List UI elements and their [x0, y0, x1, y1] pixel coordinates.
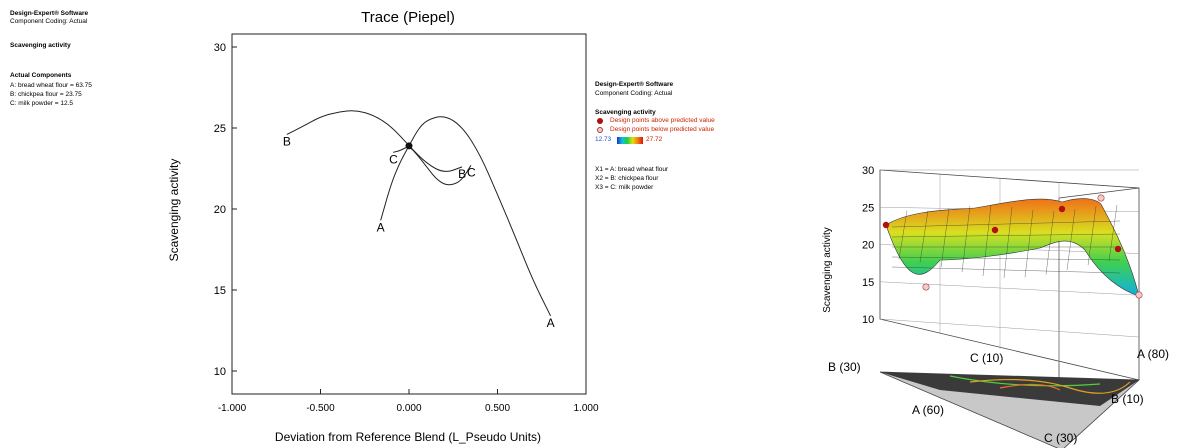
- mesh-line: [891, 256, 1121, 261]
- surface-plot: 10 15 20 25 30 Scavenging activity A (80) B …: [822, 165, 1169, 448]
- contour-line: [999, 383, 1061, 391]
- z-axis-label: Scavenging activity: [822, 227, 833, 313]
- mesh-line: [898, 210, 908, 260]
- scale-max: 27.72: [646, 136, 663, 143]
- x-axis-label: Deviation from Reference Blend (L_Pseudo…: [275, 430, 541, 444]
- component-b: B: chickpea flour = 23.75: [10, 91, 82, 98]
- mesh-line: [961, 205, 971, 273]
- trace-label-a: A: [547, 316, 555, 330]
- z-tick-label: 15: [862, 277, 874, 289]
- legend-software-title: Design-Expert® Software: [595, 81, 674, 88]
- contour-line: [969, 378, 1131, 394]
- z-tick-label: 25: [862, 202, 874, 214]
- mesh-line: [1087, 206, 1097, 266]
- design-point-below: [1135, 291, 1143, 299]
- legend-coding-label: Component Coding: Actual: [595, 90, 673, 97]
- design-point-above: [991, 226, 999, 234]
- corner-label-c10: C (10): [970, 351, 1003, 365]
- back-edge: [1058, 187, 1140, 199]
- mesh-line: [1045, 210, 1055, 275]
- trace-label-a: A: [377, 220, 385, 234]
- coding-label: Component Coding: Actual: [10, 18, 88, 25]
- design-point-above: [882, 221, 890, 229]
- y-tick-label: 25: [214, 123, 226, 135]
- x2-definition: X2 = B: chickpea flour: [595, 175, 659, 182]
- corner-label-c30: C (30): [1044, 431, 1077, 445]
- corner-label-b30: B (30): [828, 360, 861, 374]
- z-tick-label: 30: [862, 165, 874, 177]
- trace-chart: Trace (Piepel) -1.000 -0.500 0.000 0.500 1.0…: [167, 9, 599, 444]
- contour-region: [880, 372, 1139, 406]
- x3-definition: X3 = C: milk powder: [595, 184, 654, 191]
- actual-components-title: Actual Components: [10, 72, 72, 79]
- x1-definition: X1 = A: bread wheat flour: [595, 166, 669, 173]
- z-tick-label: 20: [862, 240, 874, 252]
- mesh-line: [891, 220, 1121, 228]
- legend-above: Design points above predicted value: [610, 117, 715, 124]
- grid-line: [879, 318, 1140, 338]
- mesh-line: [940, 208, 950, 268]
- component-a: A: bread wheat flour = 63.75: [10, 82, 92, 89]
- above-marker-icon: [597, 118, 603, 124]
- x-tick-label: 0.000: [396, 403, 421, 414]
- mesh-line: [891, 233, 1121, 238]
- y-axis-label: Scavenging activity: [167, 159, 181, 262]
- corner-label-a80: A (80): [1137, 347, 1169, 361]
- grid-line: [879, 281, 1140, 296]
- mesh-line: [891, 266, 1121, 274]
- corner-label-a60: A (60): [912, 403, 944, 417]
- scale-min: 12.73: [595, 136, 612, 143]
- x-tick-label: -1.000: [218, 403, 247, 414]
- legend-response-label: Scavenging activity: [595, 109, 656, 116]
- design-point-below: [1097, 194, 1105, 202]
- mesh-line: [1024, 209, 1034, 278]
- trace-line-a: [380, 116, 552, 317]
- mesh-line: [1108, 204, 1118, 261]
- design-point-below: [922, 283, 930, 291]
- trace-line-c: [392, 146, 472, 186]
- trace-label-b: B: [283, 134, 291, 148]
- back-wall: [879, 169, 1140, 381]
- plot-frame: [231, 33, 587, 395]
- chart-title: Trace (Piepel): [361, 9, 455, 26]
- corner-label-b10: B (10): [1111, 392, 1144, 406]
- trace-label-b: B: [458, 167, 466, 181]
- x-tick-label: -0.500: [306, 403, 335, 414]
- y-tick-label: 10: [214, 366, 226, 378]
- trace-label-c: C: [389, 152, 398, 166]
- color-scale-bar: [617, 137, 643, 144]
- y-tick-label: 20: [214, 204, 226, 216]
- legend-below: Design points below predicted value: [610, 126, 715, 133]
- mesh-line: [1003, 207, 1013, 278]
- design-point-above: [1058, 205, 1066, 213]
- below-marker-icon: [597, 127, 603, 133]
- x-tick-label: 0.500: [485, 403, 510, 414]
- mesh-line: [1066, 209, 1076, 271]
- z-tick-label: 10: [862, 314, 874, 326]
- y-tick-label: 30: [214, 42, 226, 54]
- mesh-line: [982, 205, 992, 277]
- x-tick-label: 1.000: [573, 403, 598, 414]
- trace-label-c: C: [467, 165, 476, 179]
- response-label: Scavenging activity: [10, 42, 71, 49]
- reference-blend-point: [405, 142, 413, 150]
- component-c: C: milk powder = 12.5: [10, 100, 74, 107]
- design-point-above: [1114, 245, 1122, 253]
- y-tick-label: 15: [214, 285, 226, 297]
- trace-line-b: [286, 110, 463, 172]
- software-title: Design-Expert® Software: [10, 10, 89, 17]
